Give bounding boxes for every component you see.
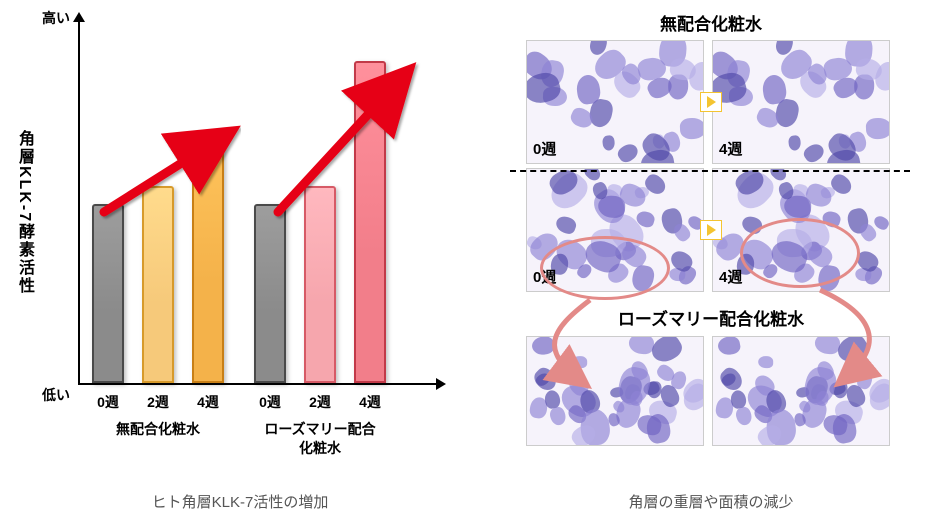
- x-axis-line: [78, 383, 438, 385]
- micrograph-cell: 4週: [712, 40, 890, 164]
- x-tick: 2週: [142, 392, 174, 412]
- bar-group: [78, 132, 238, 383]
- x-tick-labels: 0週 2週 4週 0週 2週 4週: [78, 392, 438, 412]
- highlight-oval: [540, 236, 670, 300]
- chart-plot-area: [78, 20, 438, 390]
- zoom-micrograph: [712, 336, 890, 446]
- y-axis-label: 角層KLK-7酵素活性: [12, 130, 36, 295]
- rosemary-label: ローズマリー配合化粧水: [526, 306, 896, 334]
- progress-arrow-icon: [700, 220, 722, 240]
- bar: [354, 61, 386, 383]
- micro-time-label: 4週: [719, 138, 742, 159]
- micro-time-label: 4週: [719, 266, 742, 287]
- zoom-row: [526, 336, 896, 446]
- bar: [192, 132, 224, 383]
- x-tick: 2週: [304, 392, 336, 412]
- x-tick: 0週: [254, 392, 286, 412]
- left-caption: ヒト角層KLK-7活性の増加: [0, 491, 480, 512]
- group-label: 無配合化粧水: [78, 420, 238, 458]
- klk7-bar-chart: 高い 低い 角層KLK-7酵素活性 0週2週4週0週2週4週 無配合化: [0, 0, 480, 530]
- y-axis-arrowhead-icon: [73, 12, 85, 22]
- right-caption: 角層の重層や面積の減少: [480, 491, 942, 512]
- progress-arrow-icon: [700, 92, 722, 112]
- micrograph-panel: 無配合化粧水 0週4週0週4週 ローズマリー配合化粧水 角層の重層や面積の減少: [480, 0, 942, 530]
- group-label: ローズマリー配合化粧水: [240, 420, 400, 458]
- x-tick: 4週: [354, 392, 386, 412]
- bars-container: [78, 25, 438, 383]
- zoom-micrograph: [526, 336, 704, 446]
- y-axis-low-label: 低い: [42, 385, 70, 405]
- bar: [142, 186, 174, 383]
- dashed-divider: [510, 170, 910, 172]
- highlight-oval: [740, 218, 860, 288]
- bar-group: [240, 61, 400, 383]
- y-axis-high-label: 高い: [42, 8, 70, 28]
- bar: [304, 186, 336, 383]
- micrograph-cell: 0週: [526, 40, 704, 164]
- group-labels: 無配合化粧水ローズマリー配合化粧水: [78, 420, 438, 458]
- x-tick: 0週: [92, 392, 124, 412]
- micro-time-label: 0週: [533, 138, 556, 159]
- x-tick: 4週: [192, 392, 224, 412]
- micro-top-title: 無配合化粧水: [480, 10, 942, 35]
- bar: [254, 204, 286, 383]
- micro-row: 0週 4週: [526, 40, 896, 164]
- bar: [92, 204, 124, 383]
